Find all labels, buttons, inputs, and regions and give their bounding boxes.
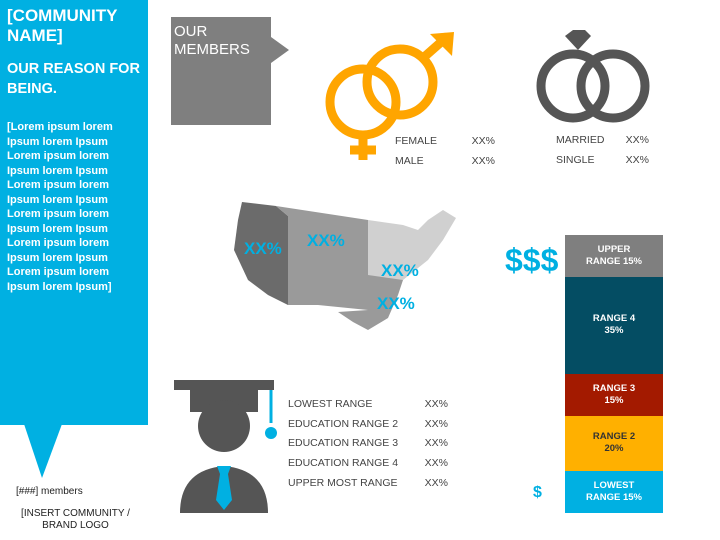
edu-label: UPPER MOST RANGE [288,476,398,489]
gender-stats: FEMALE XX% MALE XX% [395,135,495,167]
income-segment-label: RANGE 3 15% [592,382,636,406]
male-label: MALE [395,155,424,167]
single-label: SINGLE [556,154,595,166]
edu-value: XX% [424,476,448,489]
rings-icon [536,30,650,123]
edu-value: XX% [424,398,448,410]
map-region-southeast [338,275,403,330]
female-label: FEMALE [395,135,438,147]
our-members-box [171,17,289,125]
member-count: [###] members [16,486,83,497]
edu-value: XX% [424,437,448,450]
community-name: [COMMUNITY NAME] [7,6,118,45]
married-label: MARRIED [556,134,605,146]
income-segment: UPPER RANGE 15% [565,235,663,277]
edu-value: XX% [424,457,448,470]
map-region-west [234,202,288,305]
logo-placeholder: [INSERT COMMUNITY / BRAND LOGO [21,508,130,531]
income-segment-label: UPPER RANGE 15% [586,243,642,267]
income-segment: RANGE 2 20% [565,415,663,472]
edu-label: EDUCATION RANGE 4 [288,457,399,470]
gender-icon [325,32,454,160]
map-value-east: XX% [381,261,419,280]
female-value: XX% [471,135,495,147]
income-segment: RANGE 3 15% [565,374,663,416]
sidebar: [COMMUNITY NAME] OUR REASON FOR BEING. [… [0,0,148,425]
income-segment-label: RANGE 2 20% [592,431,636,455]
income-stacked-bar: UPPER RANGE 15% RANGE 4 35% RANGE 3 15% RAN… [565,235,663,513]
edu-value: XX% [424,417,448,430]
married-value: XX% [625,134,649,146]
map-region-central [276,206,368,310]
male-value: XX% [471,155,495,167]
callout-tail [24,424,62,478]
income-segment-label: LOWEST RANGE 15% [586,480,642,504]
edu-label: EDUCATION RANGE 2 [288,417,399,430]
education-table: LOWEST RANGE XX% EDUCATION RANGE 2 XX% EDU… [288,398,448,496]
lorem-body: [Lorem ipsum lorem Ipsum lorem Ipsum Lor… [7,121,113,293]
high-income-label: $$$ [505,242,559,278]
map-value-west: XX% [244,239,282,258]
edu-label: EDUCATION RANGE 3 [288,437,399,450]
our-members-label: OUR MEMBERS [174,23,250,58]
single-value: XX% [625,154,649,166]
map-value-central: XX% [307,231,345,250]
income-segment-label: RANGE 4 35% [592,313,636,337]
income-segment: LOWEST RANGE 15% [565,471,663,513]
marital-stats: MARRIED XX% SINGLE XX% [556,134,649,166]
low-income-label: $ [533,484,542,501]
map-value-southeast: XX% [377,294,415,313]
graduate-icon [174,380,277,513]
us-map [234,202,456,330]
income-segment: RANGE 4 35% [565,276,663,374]
reason-heading: OUR REASON FOR BEING. [7,61,140,97]
edu-label: LOWEST RANGE [288,398,373,410]
